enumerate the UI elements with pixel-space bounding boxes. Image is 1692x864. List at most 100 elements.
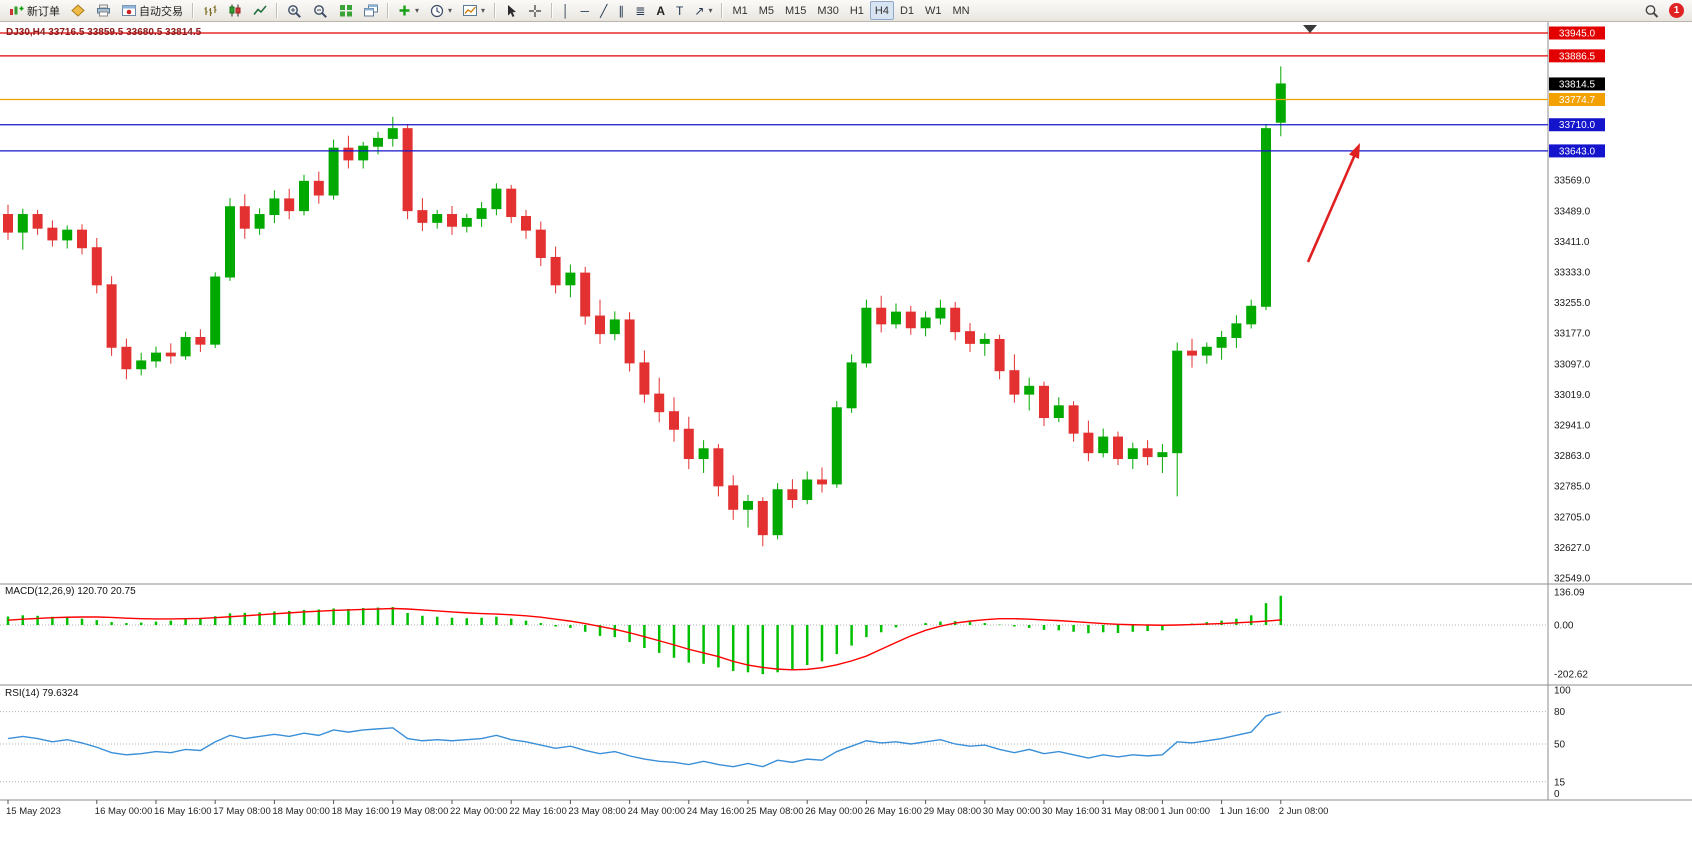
cascade-windows-button[interactable] <box>359 1 383 20</box>
svg-text:33097.0: 33097.0 <box>1554 360 1591 371</box>
svg-text:15: 15 <box>1554 777 1566 788</box>
chart-title: DJ30,H4 33716.5 33859.5 33680.5 33814.5 <box>6 27 201 38</box>
timeframe-h1-button[interactable]: H1 <box>845 1 869 20</box>
timeframe-m5-button[interactable]: M5 <box>754 1 779 20</box>
new-order-label: 新订单 <box>27 5 60 18</box>
zoom-in-button[interactable] <box>282 1 307 20</box>
svg-text:16 May 00:00: 16 May 00:00 <box>95 806 153 817</box>
svg-text:-202.62: -202.62 <box>1554 670 1588 681</box>
svg-text:32549.0: 32549.0 <box>1554 573 1591 584</box>
notification-badge[interactable]: 1 <box>1669 3 1684 18</box>
metaeditor-icon <box>71 4 85 17</box>
svg-text:33774.7: 33774.7 <box>1559 95 1596 106</box>
svg-text:22 May 00:00: 22 May 00:00 <box>450 806 508 817</box>
toolbar-separator <box>192 3 194 18</box>
svg-text:23 May 08:00: 23 May 08:00 <box>568 806 626 817</box>
tile-windows-icon <box>339 4 353 17</box>
line-chart-icon <box>253 4 267 17</box>
svg-text:33569.0: 33569.0 <box>1554 175 1591 186</box>
horizontal-line-icon: ─ <box>580 3 590 18</box>
chart-canvas[interactable]: 33945.0 33886.5 33774.7 33710.0 33643.0 33814… <box>0 22 1692 864</box>
svg-text:30 May 16:00: 30 May 16:00 <box>1042 806 1100 817</box>
cursor-arrow-icon <box>505 4 517 18</box>
timeframe-m1-button[interactable]: M1 <box>727 1 752 20</box>
timeframe-d1-button[interactable]: D1 <box>895 1 919 20</box>
svg-text:136.09: 136.09 <box>1554 588 1585 599</box>
toolbar-separator <box>276 3 278 18</box>
toolbar-separator <box>494 3 497 18</box>
svg-text:15 May 2023: 15 May 2023 <box>6 806 61 817</box>
toolbar-separator <box>387 3 389 18</box>
svg-text:2 Jun 08:00: 2 Jun 08:00 <box>1279 806 1329 817</box>
svg-text:33019.0: 33019.0 <box>1554 390 1591 401</box>
zoom-out-button[interactable] <box>308 1 333 20</box>
svg-text:18 May 16:00: 18 May 16:00 <box>332 806 390 817</box>
price-axis[interactable] <box>1548 22 1692 800</box>
print-button[interactable] <box>91 1 116 20</box>
svg-text:24 May 00:00: 24 May 00:00 <box>628 806 686 817</box>
svg-text:33489.0: 33489.0 <box>1554 207 1591 218</box>
templates-button[interactable]: ▾ <box>458 1 490 20</box>
chart-line-button[interactable] <box>248 1 272 20</box>
svg-text:50: 50 <box>1554 740 1566 751</box>
crosshair-icon <box>528 4 542 18</box>
svg-text:31 May 08:00: 31 May 08:00 <box>1101 806 1159 817</box>
arrows-tool-button[interactable]: ↗ ▾ <box>689 1 717 20</box>
svg-text:32785.0: 32785.0 <box>1554 481 1591 492</box>
search-button[interactable] <box>1639 1 1664 20</box>
svg-text:26 May 16:00: 26 May 16:00 <box>864 806 922 817</box>
autotrading-button[interactable]: 自动交易 <box>117 1 188 20</box>
metaeditor-button[interactable] <box>66 1 90 20</box>
chart-bars-button[interactable] <box>198 1 222 20</box>
chart-candles-button[interactable] <box>223 1 247 20</box>
timeframe-m30-button[interactable]: M30 <box>812 1 843 20</box>
tile-windows-button[interactable] <box>334 1 358 20</box>
text-tool-button[interactable]: A <box>651 1 670 20</box>
channel-tool-button[interactable]: ∥ <box>613 1 629 20</box>
svg-text:0.00: 0.00 <box>1554 621 1574 632</box>
periods-button[interactable]: ▾ <box>425 1 457 20</box>
channel-icon: ∥ <box>618 3 625 18</box>
svg-text:0: 0 <box>1554 789 1560 800</box>
fibonacci-tool-button[interactable]: ≣ <box>630 1 650 20</box>
chart-ohlc-values: 33716.5 33859.5 33680.5 33814.5 <box>48 27 202 38</box>
svg-text:33255.0: 33255.0 <box>1554 298 1591 309</box>
bar-chart-icon <box>203 4 217 17</box>
label-tool-icon: T <box>676 3 684 18</box>
svg-text:16 May 16:00: 16 May 16:00 <box>154 806 212 817</box>
svg-text:32941.0: 32941.0 <box>1554 420 1591 431</box>
svg-text:26 May 00:00: 26 May 00:00 <box>805 806 863 817</box>
crosshair-button[interactable] <box>523 1 547 20</box>
time-axis[interactable] <box>0 800 1692 864</box>
svg-text:33886.5: 33886.5 <box>1559 51 1596 62</box>
cascade-windows-icon <box>364 4 378 17</box>
autotrading-label: 自动交易 <box>139 5 183 18</box>
svg-text:33710.0: 33710.0 <box>1559 120 1596 131</box>
timeframe-h4-button[interactable]: H4 <box>869 1 894 20</box>
dropdown-caret-icon: ▾ <box>415 6 420 15</box>
zoom-out-icon <box>313 4 328 18</box>
timeframe-mn-button[interactable]: MN <box>948 1 975 20</box>
toolbar-separator <box>551 3 554 18</box>
zoom-in-icon <box>287 4 302 18</box>
horizontal-line-tool-button[interactable]: ─ <box>576 1 595 20</box>
new-order-button[interactable]: 新订单 <box>4 1 65 20</box>
timeframe-m15-button[interactable]: M15 <box>780 1 811 20</box>
svg-text:32705.0: 32705.0 <box>1554 513 1591 524</box>
cursor-button[interactable] <box>500 1 522 20</box>
label-tool-button[interactable]: T <box>671 1 688 20</box>
trendline-icon: ╱ <box>600 3 608 18</box>
indicators-button[interactable]: ▾ <box>393 1 424 20</box>
timeframe-w1-button[interactable]: W1 <box>920 1 947 20</box>
svg-text:33177.0: 33177.0 <box>1554 328 1591 339</box>
chart-window: 33945.0 33886.5 33774.7 33710.0 33643.0 33814… <box>0 22 1692 864</box>
svg-text:29 May 08:00: 29 May 08:00 <box>924 806 982 817</box>
indicators-plus-icon <box>398 4 411 17</box>
clock-icon <box>430 4 444 18</box>
text-tool-icon: A <box>656 3 666 18</box>
vertical-line-tool-button[interactable]: │ <box>557 1 575 20</box>
trendline-tool-button[interactable]: ╱ <box>595 1 612 20</box>
svg-text:33945.0: 33945.0 <box>1559 29 1596 40</box>
autotrading-icon <box>122 4 136 17</box>
template-chart-icon <box>463 4 478 17</box>
